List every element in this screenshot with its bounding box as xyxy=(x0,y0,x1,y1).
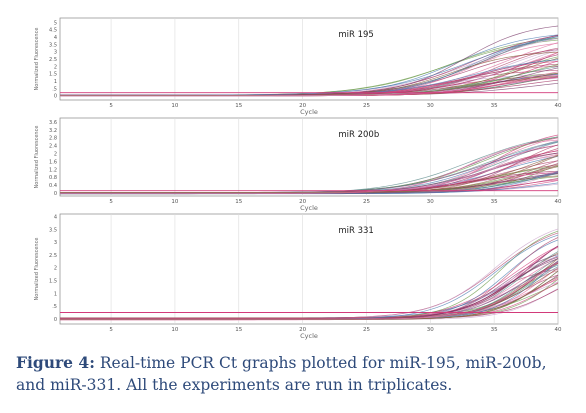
y-tick-label: 1 xyxy=(54,79,57,85)
x-tick-label: 35 xyxy=(491,199,498,205)
y-tick-label: 2.5 xyxy=(49,253,57,259)
y-tick-label: 0 xyxy=(54,94,57,100)
y-tick-label: 3 xyxy=(54,50,57,56)
x-axis-label: Cycle xyxy=(300,204,318,212)
figure-caption: Figure 4: Real-time PCR Ct graphs plotte… xyxy=(16,352,576,396)
y-tick-label: 3 xyxy=(54,240,57,246)
y-tick-label: 1 xyxy=(54,291,57,297)
y-tick-label: 0.4 xyxy=(49,183,57,189)
x-tick-label: 20 xyxy=(299,103,306,109)
y-tick-label: 3.5 xyxy=(49,42,57,48)
x-tick-label: 30 xyxy=(427,199,434,205)
y-tick-label: 1.2 xyxy=(49,167,57,173)
x-tick-label: 5 xyxy=(109,103,113,109)
y-tick-label: .5 xyxy=(52,304,57,310)
plot-area xyxy=(59,117,559,197)
y-axis-label: Normalized Fluorescence xyxy=(34,126,40,189)
x-tick-label: 35 xyxy=(491,327,498,333)
pcr-charts: 5 10 15 20 25 30 35 400.511.522.533.544.55Cycle… xyxy=(34,17,562,340)
y-tick-label: 2 xyxy=(54,152,57,158)
y-tick-label: .5 xyxy=(52,86,57,92)
y-tick-label: 2.8 xyxy=(49,136,57,142)
y-tick-label: 4 xyxy=(54,35,57,41)
y-tick-label: 4 xyxy=(54,215,57,221)
x-tick-label: 10 xyxy=(171,103,178,109)
y-tick-label: 3.2 xyxy=(49,128,57,134)
x-tick-label: 10 xyxy=(171,199,178,205)
chart-panel-3: 5 10 15 20 25 30 35 40 0 .5 1 1.5 2 2.5 3 3.5 4 Cycle Norm… xyxy=(34,213,562,340)
x-tick-label: 40 xyxy=(555,199,562,205)
y-tick-label: 2 xyxy=(54,266,57,272)
caption-label: Figure 4: xyxy=(16,353,95,372)
x-tick-label: 25 xyxy=(363,199,370,205)
y-tick-label: 3.5 xyxy=(49,227,57,233)
y-tick-label: 1.5 xyxy=(49,279,57,285)
chart-panel-1: 5 10 15 20 25 30 35 40 0 .511.5 22.53 3.544.5 5 Cycle… xyxy=(34,17,562,116)
amplification-curve xyxy=(60,76,559,96)
x-tick-label: 20 xyxy=(299,327,306,333)
x-tick-label: 5 xyxy=(109,327,113,333)
x-tick-label: 5 xyxy=(109,199,113,205)
y-tick-label: 5 xyxy=(54,20,57,26)
x-tick-label: 15 xyxy=(235,199,242,205)
amplification-curve xyxy=(60,261,559,320)
y-tick-label: 2 xyxy=(54,64,57,70)
caption-text: Real-time PCR Ct graphs plotted for miR-… xyxy=(16,354,547,394)
x-tick-label: 30 xyxy=(427,103,434,109)
x-tick-label: 40 xyxy=(555,103,562,109)
y-tick-label: 2.4 xyxy=(49,144,57,150)
chart-panel-2: 5 10 15 20 25 30 35 40 0 0.4 0.8 1.2 1.62 2.4 2.8 3.2 3.… xyxy=(34,117,562,212)
chart-title: miR 200b xyxy=(338,130,379,140)
x-tick-label: 35 xyxy=(491,103,498,109)
y-axis-label: Normalized Fluorescence xyxy=(34,28,40,91)
y-tick-label: 0 xyxy=(54,191,57,197)
x-tick-label: 30 xyxy=(427,327,434,333)
y-tick-label: 1.6 xyxy=(49,159,57,165)
y-axis-label: Normalized Fluorescence xyxy=(34,238,40,301)
y-tick-label: 0 xyxy=(54,317,57,323)
amplification-curve xyxy=(60,49,559,97)
chart-title: miR 195 xyxy=(338,30,373,40)
y-tick-label: 0.8 xyxy=(49,175,57,181)
x-tick-label: 25 xyxy=(363,103,370,109)
x-tick-label: 15 xyxy=(235,327,242,333)
x-tick-label: 40 xyxy=(555,327,562,333)
amplification-curve xyxy=(60,155,559,193)
y-tick-label: 3.6 xyxy=(49,120,57,126)
amplification-curve xyxy=(60,155,559,194)
amplification-curve xyxy=(60,139,559,195)
chart-title: miR 331 xyxy=(338,226,373,236)
x-axis-label: Cycle xyxy=(300,108,318,116)
x-tick-label: 15 xyxy=(235,103,242,109)
x-tick-label: 20 xyxy=(299,199,306,205)
x-tick-label: 10 xyxy=(171,327,178,333)
x-tick-label: 25 xyxy=(363,327,370,333)
y-tick-label: 4.5 xyxy=(49,28,57,34)
y-tick-label: 2.5 xyxy=(49,57,57,63)
y-tick-label: 1.5 xyxy=(49,72,57,78)
x-axis-label: Cycle xyxy=(300,332,318,340)
amplification-curve xyxy=(60,276,559,320)
